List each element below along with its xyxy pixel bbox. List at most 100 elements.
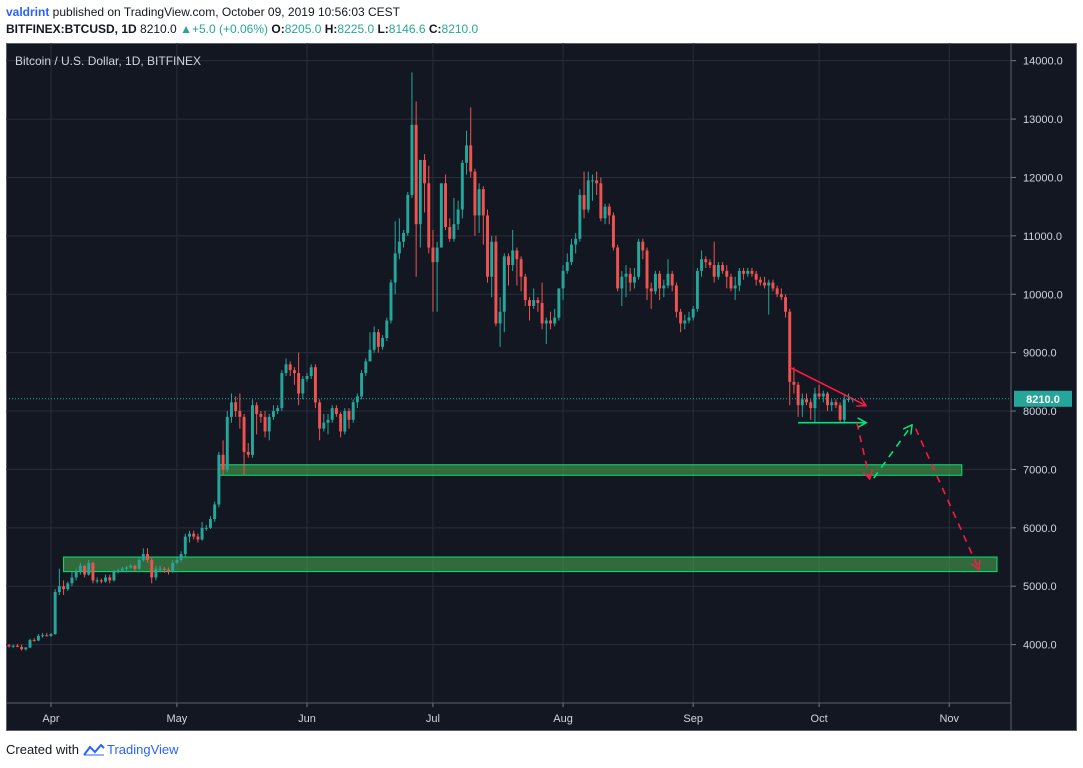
- candle-body: [83, 565, 87, 575]
- candle: [708, 259, 712, 268]
- candle-body: [792, 381, 796, 385]
- candle-body: [414, 124, 418, 225]
- author-link[interactable]: valdrint: [6, 5, 50, 19]
- candle: [725, 265, 729, 289]
- candle: [192, 530, 196, 540]
- tradingview-link[interactable]: TradingView: [83, 742, 179, 757]
- candle: [628, 267, 632, 292]
- candle: [381, 335, 385, 350]
- candle: [607, 203, 611, 225]
- price-chart[interactable]: 4000.0 5000.0 6000.0 7000.0 8000.0 9000.0 1000…: [6, 43, 1077, 731]
- candle-body: [729, 276, 733, 289]
- y-tick-label: 4000.0: [1023, 640, 1057, 652]
- candle: [582, 171, 586, 219]
- candle: [66, 581, 70, 591]
- candle-body: [603, 206, 607, 219]
- open-value: 8205.0: [284, 22, 322, 36]
- candle: [45, 632, 49, 637]
- candle-body: [490, 241, 494, 277]
- y-tick-label: 5000.0: [1023, 581, 1057, 593]
- candle-body: [322, 422, 326, 429]
- candle: [658, 270, 662, 301]
- candle: [15, 644, 19, 647]
- candle: [112, 569, 116, 582]
- candle: [544, 317, 548, 344]
- candle-body: [116, 570, 120, 572]
- candle-body: [595, 180, 599, 184]
- candle-body: [225, 416, 229, 470]
- candle: [397, 218, 401, 260]
- candle-body: [439, 183, 443, 248]
- candle-body: [381, 338, 385, 347]
- candle-body: [590, 180, 594, 182]
- candle-body: [502, 256, 506, 312]
- low-value: 8146.6: [388, 22, 426, 36]
- candle-body: [36, 635, 40, 641]
- candle-body: [486, 215, 489, 277]
- candle: [758, 276, 762, 286]
- candle: [11, 644, 15, 649]
- candle-body: [188, 533, 191, 537]
- candle-body: [586, 180, 590, 210]
- candle: [7, 644, 11, 648]
- candle: [561, 265, 565, 301]
- candle-body: [821, 393, 825, 397]
- candle-body: [66, 583, 70, 590]
- candle: [246, 443, 250, 458]
- candle: [70, 571, 74, 587]
- candle-body: [57, 586, 61, 593]
- candle-body: [742, 270, 746, 274]
- candle: [821, 390, 825, 403]
- candle-body: [49, 634, 53, 636]
- candle: [716, 262, 720, 280]
- candle: [158, 565, 162, 572]
- candle-body: [112, 571, 116, 581]
- candle: [376, 329, 380, 353]
- candle: [569, 238, 573, 266]
- candle: [536, 297, 540, 312]
- candle-body: [460, 162, 464, 210]
- candles: [7, 72, 855, 651]
- candle: [292, 367, 296, 385]
- candle-body: [276, 408, 280, 412]
- candle-body: [162, 568, 166, 570]
- candle: [402, 230, 406, 248]
- candle-body: [200, 527, 204, 540]
- candle-body: [599, 183, 603, 219]
- candle: [817, 384, 821, 400]
- candle-body: [683, 320, 687, 324]
- candle-body: [372, 332, 376, 350]
- change-value: +5.0 (+0.06%): [191, 22, 269, 36]
- candle: [670, 270, 674, 292]
- candle: [746, 267, 750, 277]
- candle-body: [452, 224, 456, 239]
- candle: [830, 399, 834, 412]
- candle: [200, 521, 204, 541]
- candle-body: [805, 399, 808, 403]
- y-tick-label: 11000.0: [1023, 231, 1062, 243]
- candle-body: [691, 308, 695, 318]
- candle: [779, 288, 783, 301]
- candle-body: [515, 250, 519, 260]
- candle-body: [653, 273, 657, 292]
- candle-body: [32, 639, 36, 641]
- candle: [347, 408, 351, 429]
- candle-body: [473, 171, 477, 216]
- support-zone: [63, 556, 998, 573]
- candle: [271, 405, 275, 420]
- candle: [276, 405, 280, 414]
- candle-body: [41, 635, 45, 637]
- candle-body: [288, 364, 292, 371]
- candle: [532, 288, 536, 309]
- candle: [444, 174, 448, 231]
- candle: [32, 638, 36, 642]
- candle-body: [158, 568, 162, 570]
- candle: [167, 567, 170, 575]
- candle: [406, 192, 410, 236]
- candle-body: [255, 405, 259, 414]
- candle-body: [775, 288, 779, 295]
- candle-body: [611, 215, 615, 248]
- candle: [599, 177, 603, 222]
- candle: [549, 311, 552, 330]
- projection-up: [873, 426, 912, 479]
